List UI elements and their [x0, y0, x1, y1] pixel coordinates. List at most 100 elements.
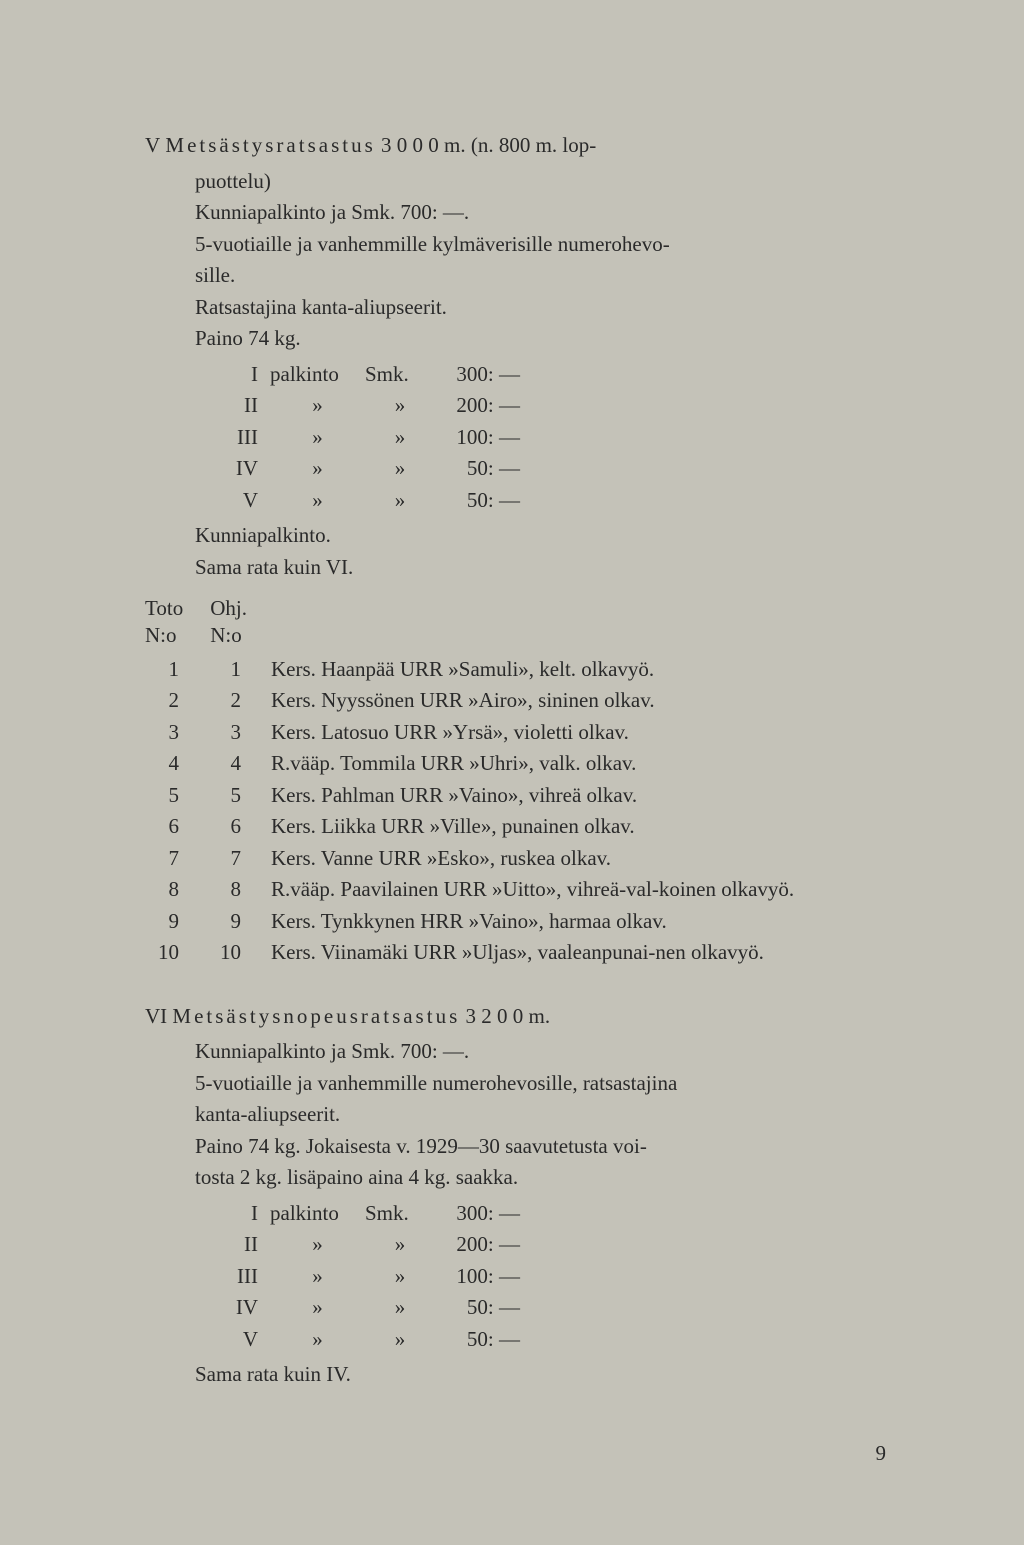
prize-ditto: »: [365, 1261, 435, 1293]
prize-rank: II: [215, 390, 270, 422]
prize-curr: Smk.: [365, 1198, 435, 1230]
v-line4: 5-vuotiaille ja vanhemmille kylmäverisil…: [195, 229, 909, 261]
prize-amt: 300: —: [435, 359, 520, 391]
v-line5: sille.: [195, 260, 909, 292]
entry-n1: 4: [145, 748, 189, 780]
entry-text: Kers. Haanpää URR »Samuli», kelt. olkavy…: [251, 654, 909, 686]
entry-n2: 5: [189, 780, 251, 812]
prize-word: palkinto: [270, 359, 365, 391]
entry-row: 1010Kers. Viinamäki URR »Uljas», vaalean…: [145, 937, 909, 969]
entry-n1: 8: [145, 874, 189, 906]
prize-row: III»»100: —: [215, 422, 909, 454]
title-v-rest: 3 0 0 0 m. (n. 800 m. lop-: [376, 133, 597, 157]
section-v-title: V Metsästysratsastus 3 0 0 0 m. (n. 800 …: [145, 130, 909, 162]
v-line6: Ratsastajina kanta-aliupseerit.: [195, 292, 909, 324]
v-sama: Sama rata kuin VI.: [195, 552, 909, 584]
entry-n2: 7: [189, 843, 251, 875]
prize-amt: 200: —: [435, 390, 520, 422]
prize-amt: 50: —: [435, 485, 520, 517]
title-vi-rest: 3 2 0 0 m.: [460, 1004, 550, 1028]
entry-row: 33Kers. Latosuo URR »Yrsä», violetti olk…: [145, 717, 909, 749]
entry-n1: 10: [145, 937, 189, 969]
toto-h1b: Ohj.: [210, 595, 270, 622]
entry-row: 66Kers. Liikka URR »Ville», punainen olk…: [145, 811, 909, 843]
prize-amt: 100: —: [435, 1261, 520, 1293]
entry-row: 11Kers. Haanpää URR »Samuli», kelt. olka…: [145, 654, 909, 686]
prize-amt: 50: —: [435, 1292, 520, 1324]
prize-ditto: »: [270, 1261, 365, 1293]
prize-ditto: »: [365, 1324, 435, 1356]
entry-text: Kers. Nyyssönen URR »Airo», sininen olka…: [251, 685, 909, 717]
vi-line5: Paino 74 kg. Jokaisesta v. 1929—30 saavu…: [195, 1131, 909, 1163]
prize-row: III»»100: —: [215, 1261, 909, 1293]
prize-amt: 100: —: [435, 422, 520, 454]
prize-ditto: »: [270, 422, 365, 454]
prize-ditto: »: [365, 1229, 435, 1261]
entry-n2: 8: [189, 874, 251, 906]
prize-ditto: »: [365, 453, 435, 485]
entry-row: 44R.vääp. Tommila URR »Uhri», valk. olka…: [145, 748, 909, 780]
entry-text: Kers. Viinamäki URR »Uljas», vaaleanpuna…: [251, 937, 909, 969]
entry-n2: 10: [189, 937, 251, 969]
entries-table: 11Kers. Haanpää URR »Samuli», kelt. olka…: [145, 654, 909, 969]
toto-header: Toto Ohj. N:o N:o: [145, 595, 909, 650]
vi-line4: kanta-aliupseerit.: [195, 1099, 909, 1131]
toto-h2b: N:o: [210, 622, 270, 649]
section-vi-title: VI Metsästysnopeusratsastus 3 2 0 0 m.: [145, 1001, 909, 1033]
prize-ditto: »: [270, 1324, 365, 1356]
prize-amt: 200: —: [435, 1229, 520, 1261]
roman-vi: VI: [145, 1001, 167, 1033]
entry-n1: 2: [145, 685, 189, 717]
page-number: 9: [876, 1438, 887, 1470]
prize-ditto: »: [270, 1292, 365, 1324]
prize-row: IpalkintoSmk.300: —: [215, 359, 909, 391]
entry-n1: 6: [145, 811, 189, 843]
entry-row: 77Kers. Vanne URR »Esko», ruskea olkav.: [145, 843, 909, 875]
prize-row: IpalkintoSmk.300: —: [215, 1198, 909, 1230]
prize-row: V»»50: —: [215, 1324, 909, 1356]
prize-ditto: »: [270, 1229, 365, 1261]
v-line3: Kunniapalkinto ja Smk. 700: —.: [195, 197, 909, 229]
entry-text: Kers. Latosuo URR »Yrsä», violetti olkav…: [251, 717, 909, 749]
prize-ditto: »: [270, 485, 365, 517]
prize-row: II»»200: —: [215, 390, 909, 422]
prize-rank: I: [215, 1198, 270, 1230]
vi-line6: tosta 2 kg. lisäpaino aina 4 kg. saakka.: [195, 1162, 909, 1194]
prize-rank: III: [215, 422, 270, 454]
entry-row: 55Kers. Pahlman URR »Vaino», vihreä olka…: [145, 780, 909, 812]
prize-curr: Smk.: [365, 359, 435, 391]
title-vi: Metsästysnopeusratsastus: [172, 1004, 460, 1028]
section-vi: VI Metsästysnopeusratsastus 3 2 0 0 m. K…: [145, 1001, 909, 1391]
prize-row: IV»»50: —: [215, 1292, 909, 1324]
prize-rank: II: [215, 1229, 270, 1261]
prize-ditto: »: [365, 422, 435, 454]
entry-n2: 6: [189, 811, 251, 843]
entry-text: R.vääp. Tommila URR »Uhri», valk. olkav.: [251, 748, 909, 780]
entry-n1: 7: [145, 843, 189, 875]
prize-ditto: »: [365, 390, 435, 422]
vi-line3: 5-vuotiaille ja vanhemmille numerohevosi…: [195, 1068, 909, 1100]
prize-table-v: IpalkintoSmk.300: — II»»200: — III»»100:…: [215, 359, 909, 517]
entry-n2: 2: [189, 685, 251, 717]
prize-table-vi: IpalkintoSmk.300: — II»»200: — III»»100:…: [215, 1198, 909, 1356]
prize-row: V»»50: —: [215, 485, 909, 517]
prize-amt: 300: —: [435, 1198, 520, 1230]
prize-rank: V: [215, 1324, 270, 1356]
prize-rank: IV: [215, 1292, 270, 1324]
entry-n1: 9: [145, 906, 189, 938]
v-kunnia: Kunniapalkinto.: [195, 520, 909, 552]
prize-rank: III: [215, 1261, 270, 1293]
title-v: Metsästysratsastus: [165, 133, 375, 157]
entry-text: R.vääp. Paavilainen URR »Uitto», vihreä-…: [251, 874, 909, 906]
prize-amt: 50: —: [435, 1324, 520, 1356]
v-line2: puottelu): [195, 166, 909, 198]
entry-row: 99Kers. Tynkkynen HRR »Vaino», harmaa ol…: [145, 906, 909, 938]
entry-row: 88R.vääp. Paavilainen URR »Uitto», vihre…: [145, 874, 909, 906]
entry-n2: 1: [189, 654, 251, 686]
entry-text: Kers. Pahlman URR »Vaino», vihreä olkav.: [251, 780, 909, 812]
entry-n1: 3: [145, 717, 189, 749]
entry-n1: 1: [145, 654, 189, 686]
entry-text: Kers. Tynkkynen HRR »Vaino», harmaa olka…: [251, 906, 909, 938]
entry-text: Kers. Liikka URR »Ville», punainen olkav…: [251, 811, 909, 843]
prize-ditto: »: [270, 453, 365, 485]
